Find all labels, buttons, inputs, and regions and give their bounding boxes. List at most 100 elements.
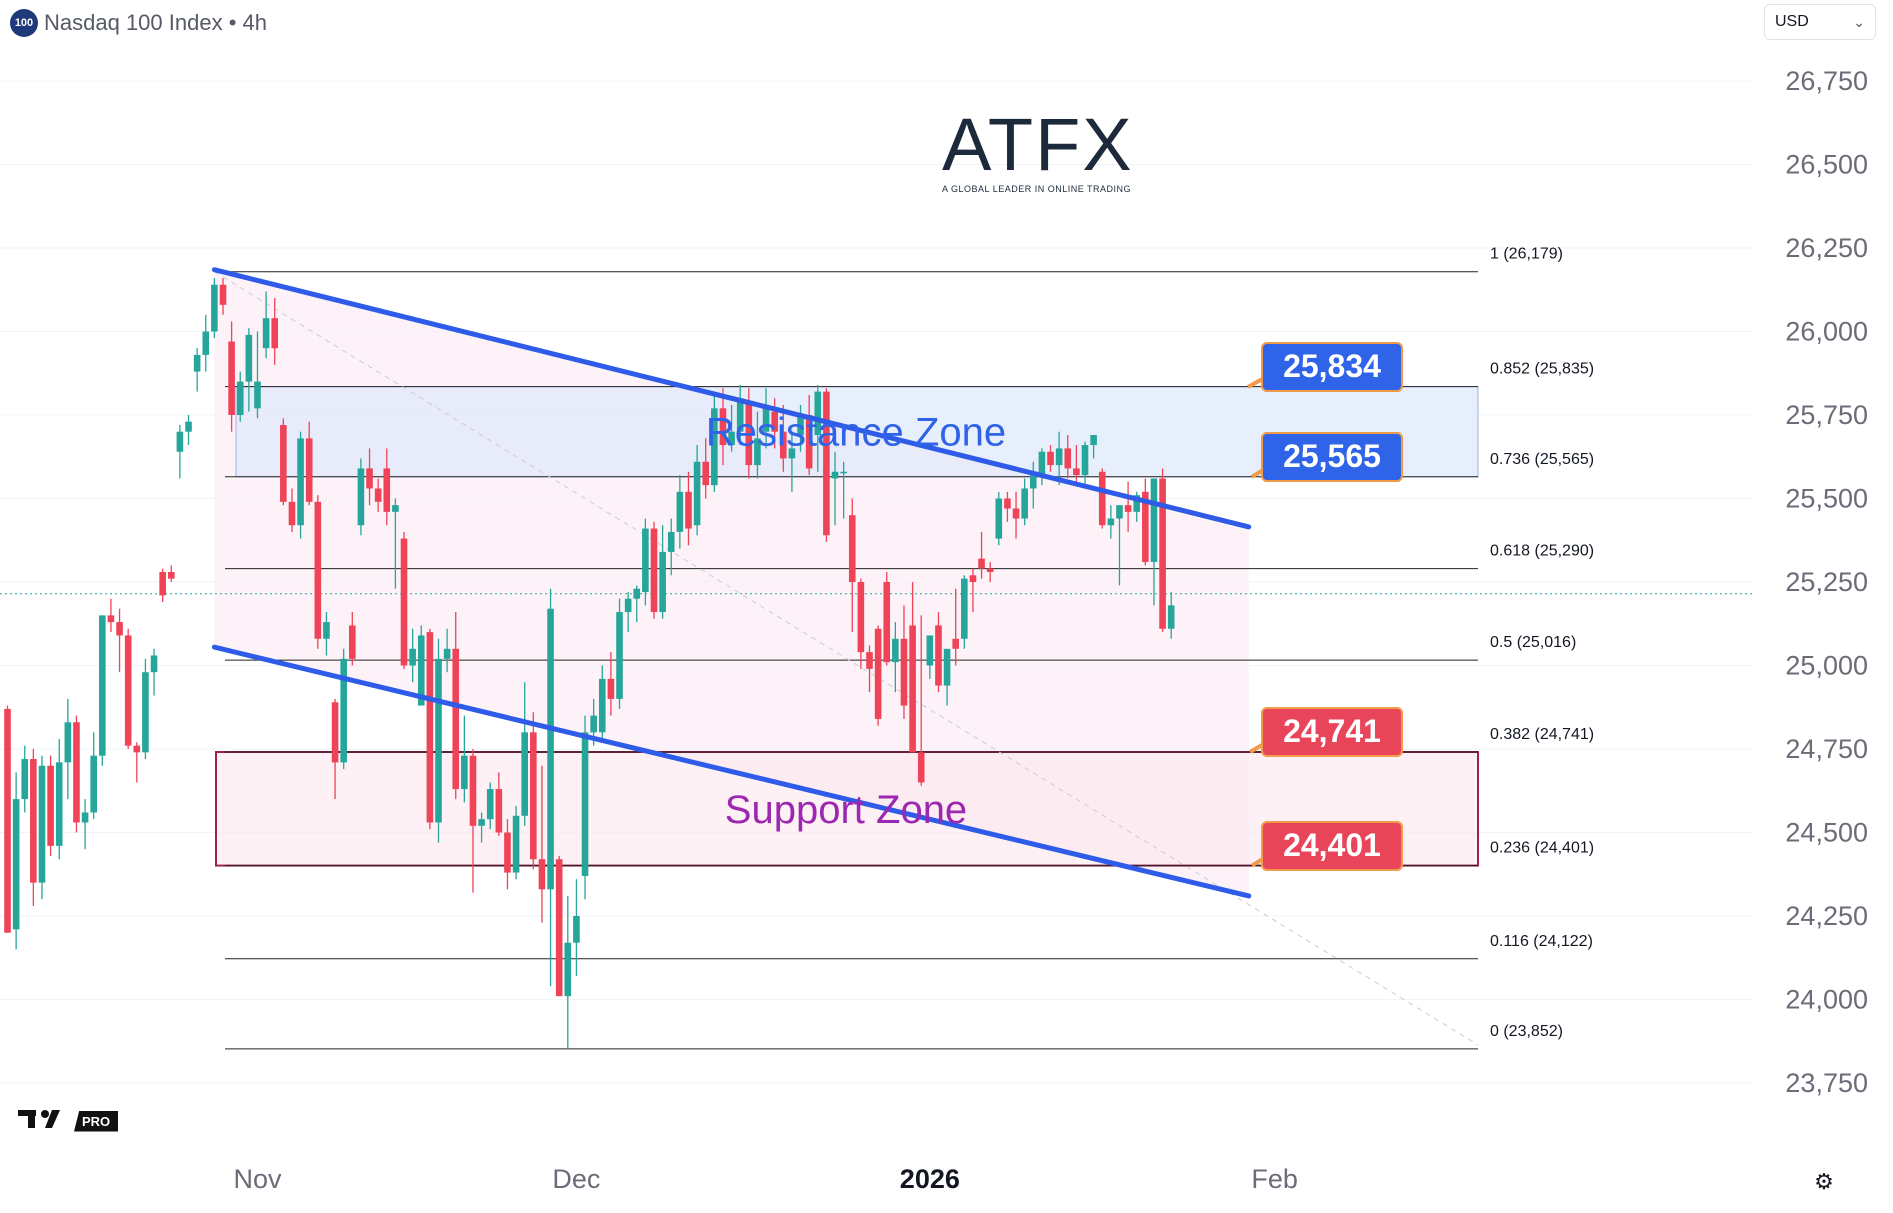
chevron-down-icon: ⌄ [1853, 13, 1865, 30]
candle-body [935, 625, 942, 686]
candle-body [917, 752, 925, 783]
x-tick-label: Feb [1251, 1164, 1298, 1194]
candle-body [1073, 468, 1080, 476]
price-callout-box [1261, 432, 1403, 482]
candle-body [1081, 445, 1089, 476]
price-axis[interactable]: 26,750 26,500 26,250 26,000 25,750 25,500 25,2… [1785, 66, 1868, 1098]
candle-body [961, 578, 968, 639]
y-tick-label: 23,750 [1785, 1068, 1868, 1098]
candle-body [1133, 495, 1141, 512]
fib-label: 0.116 (24,122) [1490, 933, 1593, 950]
candle-body [21, 759, 29, 800]
candle-body [73, 722, 80, 823]
candle-body [236, 381, 244, 415]
candle-body [349, 625, 356, 659]
candle-body [840, 471, 847, 474]
candle-body [81, 812, 89, 823]
candle-body [788, 448, 796, 459]
candle-body [1159, 478, 1166, 629]
candle-body [133, 745, 141, 753]
fib-label: 0.618 (25,290) [1490, 543, 1594, 560]
symbol-badge-icon: 100 [10, 9, 38, 37]
candle-body [1038, 451, 1046, 476]
candle-body [564, 942, 572, 997]
candle-body [857, 582, 865, 653]
price-callout-box [1261, 707, 1403, 757]
candle-body [142, 672, 149, 753]
candle-body [909, 625, 916, 753]
candle-body [1064, 448, 1072, 469]
symbol-header[interactable]: 100 Nasdaq 100 Index • 4h [10, 9, 267, 37]
candle-body [926, 635, 934, 666]
candle-body [642, 528, 649, 593]
candle-body [64, 722, 72, 763]
candle-body [366, 468, 373, 489]
time-axis[interactable]: Nov Dec 2026 Feb [233, 1164, 1297, 1194]
candle-body [952, 638, 959, 649]
settings-gear-icon[interactable]: ⚙ [1814, 1169, 1834, 1194]
y-tick-label: 25,250 [1785, 567, 1868, 597]
upper-channel-line[interactable] [211, 267, 1252, 530]
channel-lines[interactable] [211, 267, 1252, 899]
candle-body [167, 571, 175, 579]
candle-body [719, 408, 727, 446]
fib-label: 0.736 (25,565) [1490, 451, 1594, 468]
candle-body [297, 438, 304, 526]
candle-body [288, 501, 296, 526]
candle-body [305, 438, 313, 502]
candle-body [193, 354, 201, 372]
candle-body [374, 488, 382, 502]
candle-body [271, 318, 279, 349]
candle-body [978, 558, 985, 569]
x-tick-label: Nov [233, 1164, 282, 1194]
fib-label: 1 (26,179) [1490, 246, 1563, 263]
candle-body [150, 655, 158, 673]
fib-diagonal [214, 271, 1479, 1046]
lower-channel-line[interactable] [211, 644, 1252, 899]
candle-body [771, 411, 778, 432]
candle-body [892, 638, 899, 663]
pro-badge: PRO [74, 1110, 119, 1132]
candle-body [417, 635, 425, 706]
y-tick-label: 24,750 [1785, 734, 1868, 764]
candle-body [667, 531, 675, 552]
fib-label: 0.852 (25,835) [1490, 361, 1594, 378]
candle-body [693, 461, 701, 526]
price-callout-label: 24,741 [1283, 713, 1381, 749]
candle-body [202, 331, 210, 355]
symbol-title[interactable]: Nasdaq 100 Index • 4h [44, 10, 267, 35]
candle-body [30, 759, 37, 883]
candle-body [1142, 491, 1149, 562]
candle-body [624, 598, 632, 613]
candle-body [573, 916, 580, 943]
candle-body [1107, 518, 1115, 526]
x-tick-label: 2026 [900, 1164, 960, 1194]
candle-body [823, 391, 830, 536]
candle-body [426, 632, 434, 823]
candle-body [409, 648, 416, 666]
currency-select[interactable]: USD ⌄ [1764, 4, 1876, 40]
candle-body [814, 391, 822, 436]
candle-body [469, 755, 477, 826]
candle-body [581, 732, 589, 876]
y-tick-label: 25,500 [1785, 484, 1868, 514]
candle-body [1167, 605, 1175, 629]
candle-body [728, 431, 735, 446]
candle-body [1124, 505, 1132, 512]
candle-body [943, 648, 951, 686]
tradingview-pro-logo[interactable]: PRO [18, 1104, 119, 1138]
brand-tagline: A GLOBAL LEADER IN ONLINE TRADING [942, 184, 1132, 194]
candle-body [995, 498, 1003, 539]
y-tick-label: 25,750 [1785, 400, 1868, 430]
zone-labels: Resistance Zone Support Zone [706, 411, 1006, 832]
candle-body [1090, 435, 1097, 446]
price-callouts: 25,834 25,565 24,741 24,401 [1247, 342, 1403, 871]
candle-body [504, 832, 511, 873]
price-callout-box [1261, 342, 1403, 392]
candle-body [685, 491, 692, 529]
candle-body [340, 658, 347, 763]
candle-body [4, 708, 11, 933]
fib-label: 0.5 (25,016) [1490, 634, 1576, 651]
candle-body [245, 334, 253, 382]
